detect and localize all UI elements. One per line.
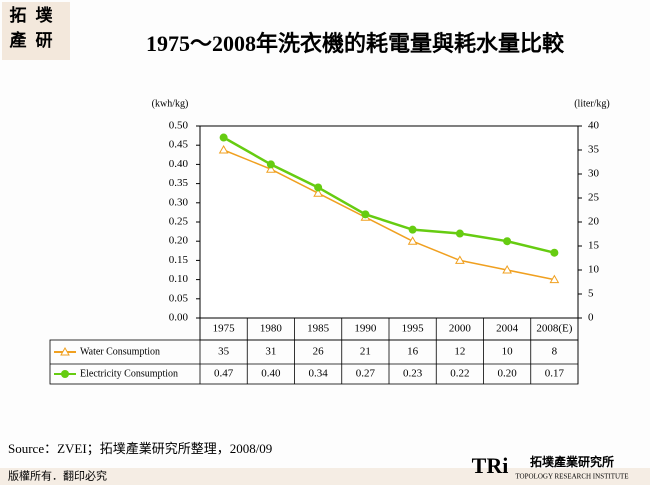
corner-logo-char: 研 bbox=[36, 31, 53, 50]
table-value: 0.17 bbox=[545, 368, 565, 380]
table-value: 0.22 bbox=[450, 368, 469, 380]
source: Source：ZVEI；拓墣產業研究所整理，2008/09 bbox=[8, 441, 272, 457]
y-tick-label: 0.10 bbox=[169, 273, 189, 285]
point bbox=[407, 236, 418, 245]
point bbox=[266, 160, 275, 169]
legend-marker bbox=[60, 346, 70, 356]
y-tick-label: 0.20 bbox=[169, 235, 189, 247]
table-value: 0.47 bbox=[214, 368, 234, 380]
y-tick-label: 0.50 bbox=[169, 120, 189, 132]
point bbox=[219, 133, 228, 142]
table-value: 16 bbox=[407, 346, 419, 358]
table-value: 0.27 bbox=[356, 368, 376, 380]
table-value: 10 bbox=[502, 346, 514, 358]
point bbox=[408, 225, 417, 234]
point bbox=[550, 248, 559, 257]
x-tick-label: 1980 bbox=[260, 323, 283, 335]
point bbox=[313, 188, 323, 197]
x-tick-label: 2004 bbox=[496, 323, 519, 335]
x-tick-label: 2008(E) bbox=[536, 323, 572, 335]
y-tick-label: 0.05 bbox=[169, 292, 189, 304]
series-line bbox=[223, 149, 555, 281]
brand-subtitle: TOPOLOGY RESEARCH INSTITUTE bbox=[515, 473, 628, 481]
y2-tick-label: 5 bbox=[588, 288, 594, 300]
table-value: 0.23 bbox=[403, 368, 423, 380]
table-value: 0.20 bbox=[498, 368, 518, 380]
y-tick-label: 0.15 bbox=[169, 254, 189, 266]
y2-tick-label: 40 bbox=[588, 120, 600, 132]
y-tick-label: 0.45 bbox=[169, 139, 189, 151]
y2-tick-label: 10 bbox=[588, 264, 600, 276]
brand-name: 拓墣產業研究所 bbox=[530, 454, 614, 469]
y2-tick-label: 30 bbox=[588, 168, 600, 180]
table-value: 26 bbox=[313, 346, 325, 358]
chart: 0.00 0.05 0.10 0.15 0.20 0.25 0.30 0.35 0.40 0.45… bbox=[49, 120, 600, 385]
x-tick-label: 1990 bbox=[354, 323, 377, 335]
x-tick-label: 1975 bbox=[213, 323, 236, 335]
y2-tick-label: 15 bbox=[588, 240, 600, 252]
legend-marker bbox=[61, 370, 69, 378]
table-value: 31 bbox=[265, 346, 276, 358]
corner-logo-bg bbox=[2, 2, 70, 60]
y-tick-label: 0.30 bbox=[169, 196, 189, 208]
legend-label: Water Consumption bbox=[80, 346, 160, 357]
table-value: 8 bbox=[552, 346, 558, 358]
point bbox=[361, 210, 370, 219]
y2-tick-label: 0 bbox=[588, 312, 594, 324]
x-tick-label: 1985 bbox=[307, 323, 330, 335]
y-axis-label: (kwh/kg) bbox=[152, 98, 189, 109]
chart-title: 1975～2008年洗衣機的耗電量與耗水量比較 bbox=[146, 31, 565, 56]
corner-logo-char: 墣 bbox=[36, 6, 53, 25]
series-line bbox=[223, 136, 555, 254]
y-tick-label: 0.40 bbox=[169, 158, 189, 170]
table-value: 12 bbox=[454, 346, 465, 358]
y-tick-label: 0.35 bbox=[169, 177, 189, 189]
y2-tick-label: 35 bbox=[588, 144, 600, 156]
corner-logo-char: 產 bbox=[10, 30, 27, 50]
point bbox=[314, 183, 323, 192]
point bbox=[549, 274, 560, 284]
point bbox=[455, 229, 464, 238]
table-value: 21 bbox=[360, 346, 371, 358]
table-value: 0.34 bbox=[309, 368, 329, 380]
point bbox=[455, 255, 465, 264]
point bbox=[502, 264, 512, 274]
table-value: 0.40 bbox=[261, 368, 281, 380]
brand-mark: TRi bbox=[472, 453, 509, 478]
footer: 版權所有．翻印必究 bbox=[8, 469, 107, 483]
point bbox=[218, 144, 229, 154]
y-tick-label: 0.25 bbox=[169, 216, 189, 228]
y2-tick-label: 25 bbox=[588, 192, 600, 204]
corner-logo-char: 拓 bbox=[10, 6, 27, 25]
footer-bar bbox=[0, 468, 650, 485]
x-tick-label: 1995 bbox=[402, 323, 425, 335]
legend-label: Electricity Consumption bbox=[80, 368, 178, 379]
y2-tick-label: 20 bbox=[588, 216, 600, 228]
y2-axis-label: (liter/kg) bbox=[574, 98, 610, 109]
table-value: 35 bbox=[218, 346, 230, 358]
x-tick-label: 2000 bbox=[449, 323, 472, 335]
y-tick-label: 0.00 bbox=[169, 312, 189, 324]
point bbox=[266, 164, 276, 173]
point bbox=[503, 237, 512, 246]
